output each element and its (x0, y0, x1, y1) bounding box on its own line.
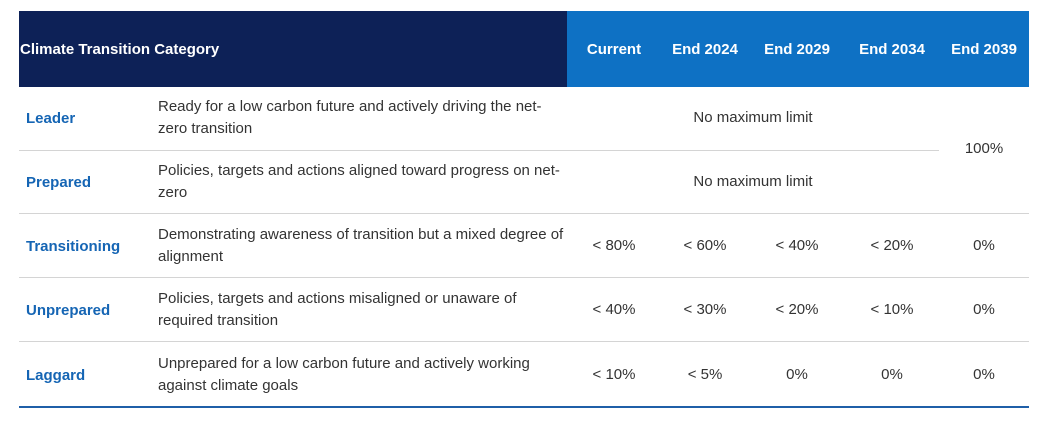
table-bottom-rule (19, 406, 1029, 408)
value-end-2039: 0% (973, 237, 995, 254)
value-current: < 40% (592, 301, 636, 318)
row-divider (19, 277, 1029, 278)
value-leader-span: No maximum limit (693, 109, 813, 126)
header-years-background (567, 11, 1029, 87)
header-end-2029: End 2029 (764, 40, 830, 58)
description-laggard: Unprepared for a low carbon future and a… (158, 355, 530, 394)
header-category: Climate Transition Category (20, 40, 220, 58)
header-category-background (19, 11, 567, 87)
category-leader: Leader (26, 110, 76, 127)
description-prepared: Policies, targets and actions aligned to… (158, 162, 560, 201)
header-end-2039: End 2039 (951, 40, 1017, 58)
header-end-2024: End 2024 (672, 40, 738, 58)
value-end-2039-merged: 100% (964, 140, 1004, 157)
value-current: < 10% (592, 366, 636, 383)
category-prepared: Prepared (26, 174, 92, 191)
header-end-2034: End 2034 (859, 40, 925, 58)
value-end-2029: < 20% (775, 301, 819, 318)
value-end-2029: 0% (786, 366, 808, 383)
value-end-2024: < 5% (687, 366, 723, 383)
value-end-2039: 0% (973, 301, 995, 318)
category-transitioning: Transitioning (26, 238, 121, 255)
value-end-2024: < 60% (683, 237, 727, 254)
header-current: Current (586, 40, 642, 58)
category-unprepared: Unprepared (26, 302, 111, 319)
row-divider (19, 341, 1029, 342)
value-end-2034: 0% (881, 366, 903, 383)
value-end-2034: < 10% (870, 301, 914, 318)
value-end-2039: 0% (973, 366, 995, 383)
category-laggard: Laggard (26, 367, 86, 384)
value-prepared-span: No maximum limit (693, 173, 813, 190)
value-current: < 80% (592, 237, 636, 254)
row-divider (19, 150, 939, 151)
value-end-2034: < 20% (870, 237, 914, 254)
value-end-2029: < 40% (775, 237, 819, 254)
description-unprepared: Policies, targets and actions misaligned… (158, 290, 517, 329)
value-end-2024: < 30% (683, 301, 727, 318)
description-transitioning: Demonstrating awareness of transition bu… (158, 226, 564, 265)
description-leader: Ready for a low carbon future and active… (158, 98, 542, 137)
row-divider (19, 213, 1029, 214)
